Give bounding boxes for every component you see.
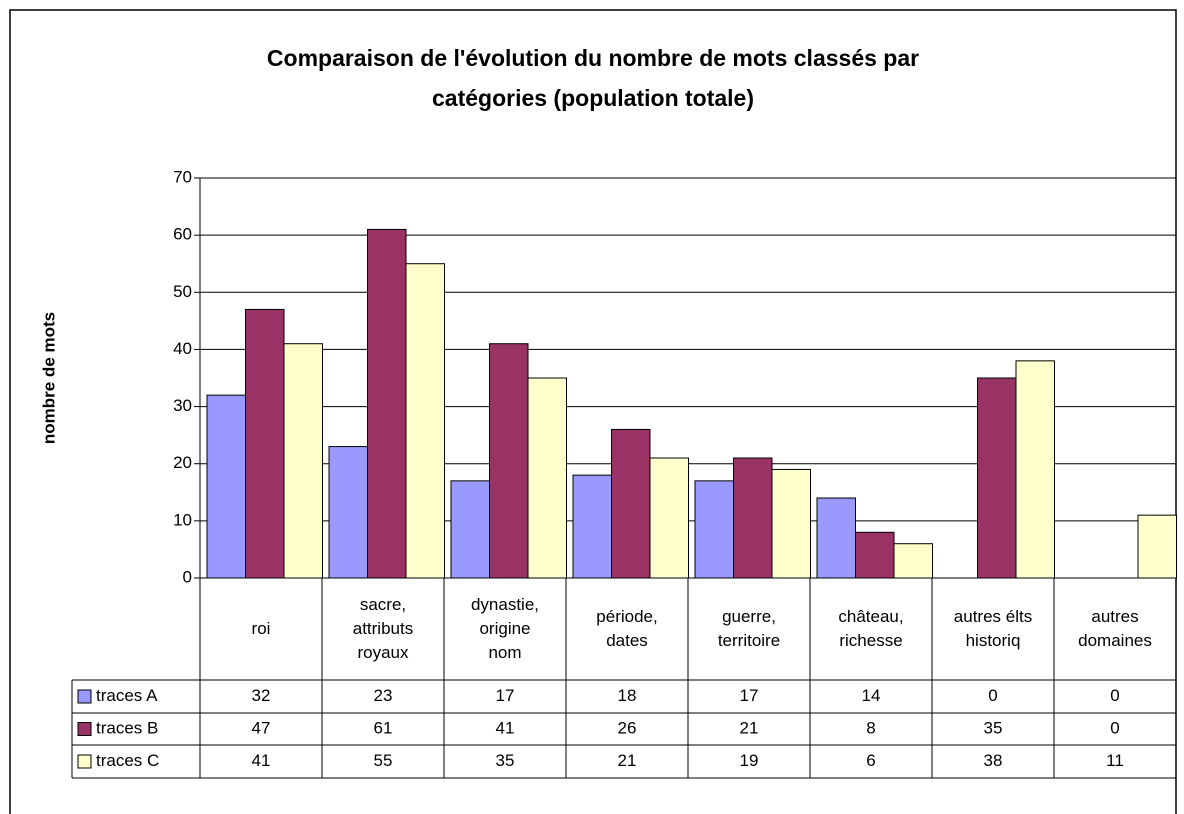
bar	[1137, 514, 1177, 579]
table-value: 19	[740, 751, 759, 770]
bar	[694, 480, 734, 579]
table-value: 11	[1106, 751, 1124, 770]
table-value: 35	[496, 751, 515, 770]
bar	[977, 377, 1017, 579]
bar	[855, 531, 895, 579]
chart-title: Comparaison de l'évolution du nombre de …	[267, 45, 919, 111]
y-tick-label: 0	[183, 567, 192, 586]
bar	[733, 457, 773, 579]
table-value: 0	[1110, 718, 1119, 737]
table-value: 21	[618, 751, 637, 770]
table-value: 47	[252, 718, 271, 737]
x-tick-label: autres domaines	[1078, 607, 1152, 650]
y-axis-label: nombre de mots	[39, 312, 58, 444]
x-tick-label: dynastie, origine nom	[471, 595, 539, 662]
table-value: 17	[740, 686, 759, 705]
x-tick-label: roi	[252, 619, 271, 638]
table-value: 18	[618, 686, 637, 705]
legend-label: traces C	[96, 751, 159, 770]
y-tick-label: 70	[173, 167, 192, 186]
bar	[489, 343, 529, 579]
y-tick-label: 20	[173, 453, 192, 472]
bar	[1015, 360, 1055, 579]
bar	[367, 228, 407, 579]
bar	[245, 308, 285, 579]
table-value: 21	[740, 718, 759, 737]
legend-label: traces A	[96, 686, 158, 705]
table-value: 0	[1110, 686, 1119, 705]
bar	[450, 480, 490, 579]
table-value: 26	[618, 718, 637, 737]
table-value: 17	[496, 686, 515, 705]
table-value: 41	[252, 751, 271, 770]
y-tick-label: 30	[173, 396, 192, 415]
x-tick-label: guerre, territoire	[718, 607, 780, 650]
bar	[572, 474, 612, 579]
x-tick-label: période, dates	[596, 607, 657, 650]
table-value: 61	[374, 718, 393, 737]
legend-label: traces B	[96, 718, 158, 737]
legend-swatch	[77, 754, 92, 769]
y-tick-label: 50	[173, 282, 192, 301]
table-value: 32	[252, 686, 271, 705]
bar	[816, 497, 856, 579]
table-value: 38	[984, 751, 1003, 770]
table-value: 14	[862, 686, 881, 705]
bar	[527, 377, 567, 579]
bar	[771, 468, 811, 579]
bar	[328, 446, 368, 579]
bar	[649, 457, 689, 579]
y-tick-label: 60	[173, 225, 192, 244]
table-value: 35	[984, 718, 1003, 737]
bar	[206, 394, 246, 579]
y-tick-label: 40	[173, 339, 192, 358]
table-value: 55	[374, 751, 393, 770]
bar	[283, 343, 323, 579]
bar	[611, 428, 651, 579]
x-tick-label: autres élts historiq	[954, 607, 1032, 650]
table-value: 23	[374, 686, 393, 705]
table-value: 6	[866, 751, 875, 770]
bar	[893, 543, 933, 579]
legend-swatch	[77, 722, 92, 736]
bar	[405, 263, 445, 579]
y-tick-label: 10	[173, 510, 192, 529]
x-tick-label: château, richesse	[838, 607, 903, 650]
table-value: 0	[988, 686, 997, 705]
x-tick-label: sacre, attributs royaux	[353, 595, 413, 662]
table-value: 8	[866, 718, 875, 737]
table-value: 41	[496, 718, 515, 737]
legend-swatch	[77, 689, 92, 704]
